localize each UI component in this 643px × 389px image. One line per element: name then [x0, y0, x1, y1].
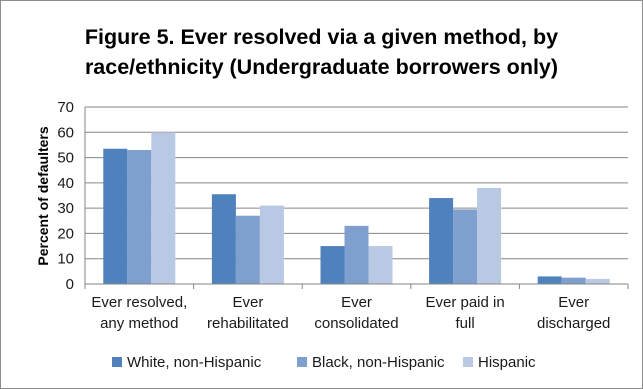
chart-title: Figure 5. Ever resolved via a given meth…: [20, 22, 623, 82]
chart-title-line-2: race/ethnicity (Undergraduate borrowers …: [84, 55, 559, 79]
y-tick-label: 30: [57, 200, 74, 217]
gridlines: [85, 106, 628, 260]
bar-hispanic: [259, 205, 284, 284]
bar-white-non-hispanic: [320, 246, 345, 284]
legend-label: White, non-Hispanic: [127, 354, 262, 371]
x-category-label: Ever: [232, 294, 263, 311]
bar-black-non-hispanic: [235, 215, 260, 284]
x-category-labels: Ever resolved, any method Ever rehabilitate…: [91, 294, 610, 332]
x-category-label: Ever paid in: [425, 294, 504, 311]
y-tick-label: 0: [66, 276, 74, 293]
axes: [84, 107, 629, 289]
bar-hispanic: [151, 132, 176, 284]
bar-black-non-hispanic: [453, 209, 478, 284]
x-category-label: any method: [100, 315, 178, 332]
y-tick-label: 50: [57, 150, 74, 167]
x-category-label: Ever resolved,: [91, 294, 187, 311]
x-category-label: rehabilitated: [207, 315, 289, 332]
bar-hispanic: [368, 246, 393, 284]
bar-white-non-hispanic: [537, 276, 562, 284]
legend-swatch: [463, 357, 473, 367]
y-axis-label: Percent of defaulters: [35, 126, 51, 265]
legend-swatch: [112, 357, 122, 367]
y-tick-label: 40: [57, 175, 74, 192]
x-category-label: discharged: [537, 315, 610, 332]
bar-white-non-hispanic: [103, 148, 128, 284]
bar-white-non-hispanic: [429, 198, 454, 284]
bar-black-non-hispanic: [127, 149, 152, 284]
bar-black-non-hispanic: [344, 225, 369, 284]
x-category-label: Ever: [558, 294, 589, 311]
bar-white-non-hispanic: [211, 194, 236, 284]
legend: White, non-Hispanic Black, non-Hispanic Hi…: [112, 354, 536, 371]
bar-hispanic: [477, 187, 502, 284]
y-tick-labels: 0 10 20 30 40 50 60 70: [57, 99, 74, 293]
x-category-label: consolidated: [314, 315, 398, 332]
y-tick-label: 10: [57, 251, 74, 268]
legend-swatch: [297, 357, 307, 367]
legend-label: Black, non-Hispanic: [312, 354, 445, 371]
bars: [103, 132, 610, 284]
y-tick-label: 20: [57, 225, 74, 242]
x-category-label: Ever: [341, 294, 372, 311]
chart-title-line-1: Figure 5. Ever resolved via a given meth…: [84, 25, 559, 49]
bar-hispanic: [585, 278, 610, 284]
bar-black-non-hispanic: [561, 277, 586, 284]
legend-label: Hispanic: [478, 354, 536, 371]
y-tick-label: 60: [57, 124, 74, 141]
x-category-label: full: [456, 315, 475, 332]
y-tick-label: 70: [57, 99, 74, 116]
